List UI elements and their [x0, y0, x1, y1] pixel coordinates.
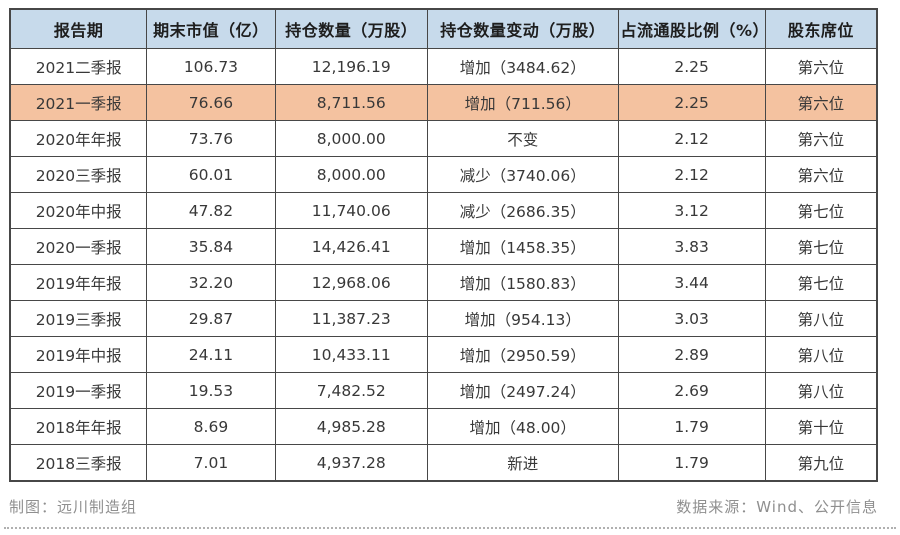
table-cell: 2019年年报 — [9, 264, 148, 301]
table-row: 2021一季报 76.66 8,711.56 增加（711.56） 2.25 第六位 — [9, 84, 878, 121]
table-row: 2019一季报 19.53 7,482.52 增加（2497.24） 2.69 第八位 — [9, 372, 878, 409]
table-cell: 2.69 — [617, 372, 766, 409]
table-cell: 11,387.23 — [274, 300, 428, 337]
header-row: 报告期 期末市值（亿） 持仓数量（万股） 持仓数量变动（万股） 占流通股比例（%… — [9, 8, 878, 49]
table-cell: 8,000.00 — [274, 120, 428, 157]
table-cell: 第八位 — [764, 372, 878, 409]
holdings-table: 报告期 期末市值（亿） 持仓数量（万股） 持仓数量变动（万股） 占流通股比例（%… — [9, 8, 878, 482]
table-cell: 增加（48.00） — [426, 408, 619, 445]
table-row: 2019年年报 32.20 12,968.06 增加（1580.83） 3.44 第七位 — [9, 264, 878, 301]
table-row: 2019三季报 29.87 11,387.23 增加（954.13） 3.03 第八位 — [9, 300, 878, 337]
table-row: 2021二季报 106.73 12,196.19 增加（3484.62） 2.25 第六位 — [9, 48, 878, 85]
table-cell: 2.25 — [617, 48, 766, 85]
table-cell: 第六位 — [764, 48, 878, 85]
table-cell: 1.79 — [617, 444, 766, 482]
table-cell: 2.89 — [617, 336, 766, 373]
table-cell: 32.20 — [146, 264, 276, 301]
table-cell: 2019一季报 — [9, 372, 148, 409]
table-cell: 2020三季报 — [9, 156, 148, 193]
table-cell: 2019年中报 — [9, 336, 148, 373]
table-cell: 29.87 — [146, 300, 276, 337]
table-cell: 2021二季报 — [9, 48, 148, 85]
table-cell: 12,196.19 — [274, 48, 428, 85]
column-header-market-value: 期末市值（亿） — [146, 8, 276, 49]
table-cell: 2.12 — [617, 156, 766, 193]
table-cell: 2018年年报 — [9, 408, 148, 445]
table-cell: 2.25 — [617, 84, 766, 121]
table-cell: 第七位 — [764, 192, 878, 229]
table-cell: 3.12 — [617, 192, 766, 229]
table-cell: 24.11 — [146, 336, 276, 373]
table-cell: 增加（1580.83） — [426, 264, 619, 301]
table-row: 2020三季报 60.01 8,000.00 减少（3740.06） 2.12 第六位 — [9, 156, 878, 193]
table-cell: 2020年年报 — [9, 120, 148, 157]
table-cell: 7,482.52 — [274, 372, 428, 409]
table-cell: 增加（2497.24） — [426, 372, 619, 409]
column-header-shareholder-rank: 股东席位 — [764, 8, 878, 49]
table-cell: 增加（3484.62） — [426, 48, 619, 85]
table-body: 2021二季报 106.73 12,196.19 增加（3484.62） 2.25 第六位… — [9, 48, 878, 482]
table-cell: 2020一季报 — [9, 228, 148, 265]
table-cell: 11,740.06 — [274, 192, 428, 229]
table-cell: 1.79 — [617, 408, 766, 445]
table-cell: 第九位 — [764, 444, 878, 482]
table-row: 2020年中报 47.82 11,740.06 减少（2686.35） 3.12 第七位 — [9, 192, 878, 229]
table-cell: 第十位 — [764, 408, 878, 445]
table-cell: 76.66 — [146, 84, 276, 121]
table-row: 2019年中报 24.11 10,433.11 增加（2950.59） 2.89 第八位 — [9, 336, 878, 373]
table-cell: 60.01 — [146, 156, 276, 193]
table-cell: 73.76 — [146, 120, 276, 157]
table-cell: 4,937.28 — [274, 444, 428, 482]
table-cell: 2021一季报 — [9, 84, 148, 121]
table-cell: 8,711.56 — [274, 84, 428, 121]
table-cell: 减少（2686.35） — [426, 192, 619, 229]
table-cell: 14,426.41 — [274, 228, 428, 265]
table-cell: 第七位 — [764, 228, 878, 265]
footer: 制图：远川制造组 数据来源：Wind、公开信息 — [9, 496, 878, 517]
column-header-report-period: 报告期 — [9, 8, 148, 49]
table-cell: 增加（711.56） — [426, 84, 619, 121]
table-cell: 2019三季报 — [9, 300, 148, 337]
table-cell: 106.73 — [146, 48, 276, 85]
table-cell: 2020年中报 — [9, 192, 148, 229]
table-cell: 2018三季报 — [9, 444, 148, 482]
table-cell: 2.12 — [617, 120, 766, 157]
column-header-float-ratio: 占流通股比例（%） — [617, 8, 766, 49]
table-cell: 4,985.28 — [274, 408, 428, 445]
column-header-shares-change: 持仓数量变动（万股） — [426, 8, 619, 49]
table-cell: 增加（2950.59） — [426, 336, 619, 373]
table-cell: 不变 — [426, 120, 619, 157]
table-cell: 减少（3740.06） — [426, 156, 619, 193]
dotted-divider — [4, 527, 896, 529]
table-cell: 增加（1458.35） — [426, 228, 619, 265]
table-cell: 第六位 — [764, 156, 878, 193]
table-cell: 第六位 — [764, 120, 878, 157]
table-cell: 3.83 — [617, 228, 766, 265]
table-cell: 10,433.11 — [274, 336, 428, 373]
table-cell: 第八位 — [764, 300, 878, 337]
table-cell: 8,000.00 — [274, 156, 428, 193]
table-cell: 3.44 — [617, 264, 766, 301]
table-cell: 12,968.06 — [274, 264, 428, 301]
table-cell: 35.84 — [146, 228, 276, 265]
table-cell: 第八位 — [764, 336, 878, 373]
table-row: 2020一季报 35.84 14,426.41 增加（1458.35） 3.83 第七位 — [9, 228, 878, 265]
table-cell: 8.69 — [146, 408, 276, 445]
table-row: 2020年年报 73.76 8,000.00 不变 2.12 第六位 — [9, 120, 878, 157]
table-cell: 47.82 — [146, 192, 276, 229]
table-cell: 3.03 — [617, 300, 766, 337]
table-cell: 7.01 — [146, 444, 276, 482]
table-row: 2018三季报 7.01 4,937.28 新进 1.79 第九位 — [9, 444, 878, 482]
holdings-table-container: 报告期 期末市值（亿） 持仓数量（万股） 持仓数量变动（万股） 占流通股比例（%… — [9, 8, 878, 482]
table-row: 2018年年报 8.69 4,985.28 增加（48.00） 1.79 第十位 — [9, 408, 878, 445]
credit-text: 制图：远川制造组 — [9, 498, 138, 516]
table-cell: 新进 — [426, 444, 619, 482]
column-header-shares-held: 持仓数量（万股） — [274, 8, 428, 49]
table-cell: 第六位 — [764, 84, 878, 121]
table-cell: 增加（954.13） — [426, 300, 619, 337]
data-source-text: 数据来源：Wind、公开信息 — [676, 498, 878, 516]
table-cell: 19.53 — [146, 372, 276, 409]
table-cell: 第七位 — [764, 264, 878, 301]
